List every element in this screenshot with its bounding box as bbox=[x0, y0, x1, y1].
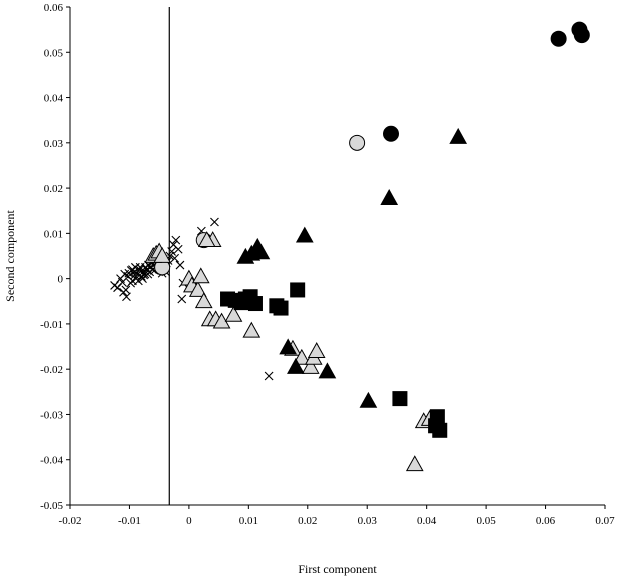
y-tick-label: 0 bbox=[58, 274, 64, 286]
triangle-marker bbox=[295, 226, 314, 243]
y-tick-label: -0.04 bbox=[40, 455, 63, 467]
cross-marker bbox=[170, 253, 180, 263]
triangle-marker bbox=[287, 357, 305, 374]
circle-marker bbox=[349, 134, 366, 151]
triangle-marker bbox=[359, 391, 378, 408]
triangle-marker bbox=[197, 231, 216, 248]
x-tick-label: 0.01 bbox=[239, 515, 258, 527]
triangle-marker bbox=[191, 267, 210, 284]
x-axis-title: First component bbox=[298, 562, 377, 576]
x-tick-label: -0.02 bbox=[59, 515, 82, 527]
y-tick-label: 0.03 bbox=[44, 138, 64, 150]
y-tick-labels: -0.05 -0.04 -0.03 -0.02 -0.01 0 0.01 0.02 0.03 0.… bbox=[40, 2, 63, 512]
y-tick-label: 0.02 bbox=[44, 183, 63, 195]
cross-marker bbox=[177, 294, 187, 304]
axes bbox=[66, 6, 606, 509]
cross-marker bbox=[167, 247, 177, 256]
x-tick-label: 0.03 bbox=[358, 515, 378, 527]
y-tick-label: -0.01 bbox=[40, 319, 63, 331]
triangle-marker bbox=[224, 305, 243, 322]
y-tick-label: 0.06 bbox=[44, 2, 64, 14]
triangle-marker bbox=[318, 362, 337, 379]
triangle-marker bbox=[380, 189, 399, 205]
cross-marker bbox=[117, 277, 127, 287]
triangle-marker bbox=[307, 342, 326, 358]
data-points bbox=[110, 21, 590, 472]
cross-marker bbox=[210, 217, 219, 227]
cross-marker bbox=[122, 292, 131, 302]
y-tick-label: -0.05 bbox=[40, 500, 63, 512]
x-tick-label: 0.06 bbox=[536, 515, 556, 527]
y-tick-label: 0.05 bbox=[44, 47, 64, 59]
triangle-marker bbox=[279, 338, 298, 355]
triangle-marker bbox=[449, 127, 468, 144]
y-axis-title: Second component bbox=[3, 210, 17, 302]
circle-marker bbox=[550, 30, 567, 47]
x-tick-label: 0.02 bbox=[298, 515, 317, 527]
x-tick-label: 0.05 bbox=[476, 515, 496, 527]
triangle-marker bbox=[292, 348, 311, 365]
triangle-marker bbox=[252, 243, 271, 260]
square-marker bbox=[290, 282, 306, 298]
y-tick-label: -0.02 bbox=[40, 364, 63, 376]
triangle-marker bbox=[153, 246, 171, 263]
cross-marker bbox=[130, 270, 140, 280]
cross-marker bbox=[139, 270, 149, 280]
circle-marker bbox=[573, 27, 590, 44]
cross-marker bbox=[173, 244, 183, 254]
cross-marker bbox=[126, 266, 136, 275]
square-marker bbox=[432, 422, 448, 438]
triangle-marker bbox=[405, 455, 424, 472]
x-tick-label: -0.01 bbox=[118, 515, 141, 527]
square-marker bbox=[247, 296, 263, 312]
triangle-marker bbox=[188, 280, 207, 297]
triangle-marker bbox=[301, 357, 320, 374]
x-tick-label: 0.04 bbox=[417, 515, 437, 527]
triangle-marker bbox=[194, 292, 213, 309]
x-tick-label: 0 bbox=[186, 515, 192, 527]
square-marker bbox=[273, 300, 289, 316]
cross-marker bbox=[264, 371, 274, 381]
y-tick-label: 0.04 bbox=[44, 93, 64, 105]
cross-marker bbox=[175, 260, 185, 270]
cross-marker bbox=[121, 285, 131, 295]
x-tick-labels: -0.02 -0.01 0 0.01 0.02 0.03 0.04 0.05 0.06 0.07 bbox=[59, 515, 616, 527]
circle-marker bbox=[383, 125, 399, 142]
triangle-marker bbox=[242, 321, 261, 338]
square-marker bbox=[392, 391, 408, 407]
y-tick-label: 0.01 bbox=[44, 228, 63, 240]
cross-marker bbox=[171, 235, 181, 245]
y-tick-label: -0.03 bbox=[40, 409, 63, 421]
x-tick-label: 0.07 bbox=[595, 515, 615, 527]
